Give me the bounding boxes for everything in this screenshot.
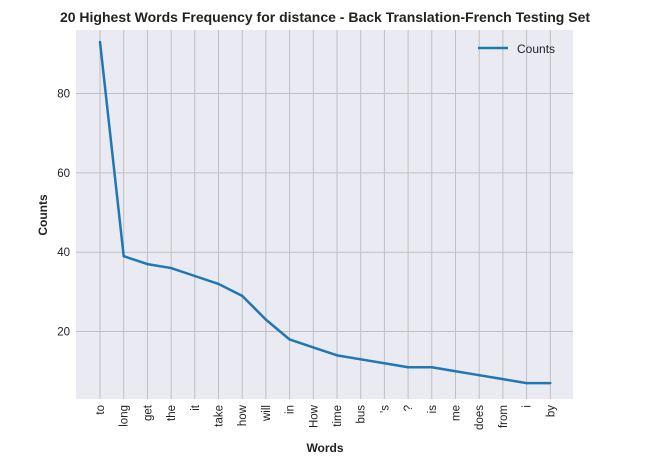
y-tick-label: 20 [57, 327, 70, 339]
grid [76, 30, 573, 399]
chart-title: 20 Highest Words Frequency for distance … [60, 9, 590, 25]
x-tick-label: is [427, 405, 439, 414]
data-point [312, 346, 315, 349]
legend-label: Counts [517, 42, 555, 56]
data-point [359, 358, 362, 361]
data-point [169, 266, 173, 270]
x-tick-label: i [522, 405, 534, 408]
data-point [264, 318, 268, 321]
data-point [406, 366, 410, 369]
data-point [335, 354, 339, 357]
x-axis-label: Words [306, 441, 343, 455]
x-tick-label: 's [379, 405, 391, 413]
data-point [98, 40, 102, 44]
x-tick-label: take [214, 405, 226, 427]
data-point [549, 381, 552, 385]
x-tick-label: me [451, 405, 463, 421]
data-point [193, 274, 196, 278]
x-tick-label: in [285, 405, 297, 414]
x-tick-label: get [142, 404, 154, 421]
data-point [430, 366, 433, 369]
data-point [501, 377, 505, 381]
x-tick-label: by [545, 405, 557, 417]
y-tick-label: 60 [57, 168, 70, 180]
x-tick-label: does [474, 405, 486, 430]
x-tick-labels: to long get the it take how will in How time bus 's?… [95, 404, 557, 430]
y-tick-label: 80 [57, 88, 70, 100]
y-axis-label: Counts [36, 194, 50, 236]
plot-area [76, 30, 573, 399]
data-point [454, 370, 457, 373]
x-tick-label: from [498, 405, 510, 428]
data-point [525, 381, 528, 385]
x-tick-label: time [332, 405, 344, 427]
series-line [98, 41, 551, 385]
x-tick-label: the [166, 405, 178, 421]
x-tick-label: ? [403, 405, 415, 411]
x-tick-label: will [261, 405, 273, 422]
x-tick-label: bus [356, 405, 368, 424]
legend: Counts [478, 42, 555, 56]
x-tick-label: long [119, 405, 131, 427]
x-tick-label: how [237, 404, 249, 426]
data-point [288, 338, 291, 341]
data-point [478, 373, 481, 377]
series-layer [98, 40, 552, 385]
x-tick-label: to [95, 405, 107, 415]
data-point [122, 254, 125, 258]
data-point [146, 262, 149, 266]
data-point [217, 282, 220, 286]
y-tick-labels: 20 40 60 80 [57, 88, 70, 338]
data-point [241, 294, 244, 298]
y-tick-label: 40 [57, 247, 70, 259]
x-tick-label: How [308, 404, 320, 428]
x-tick-label: it [190, 404, 202, 411]
data-point [383, 362, 386, 365]
